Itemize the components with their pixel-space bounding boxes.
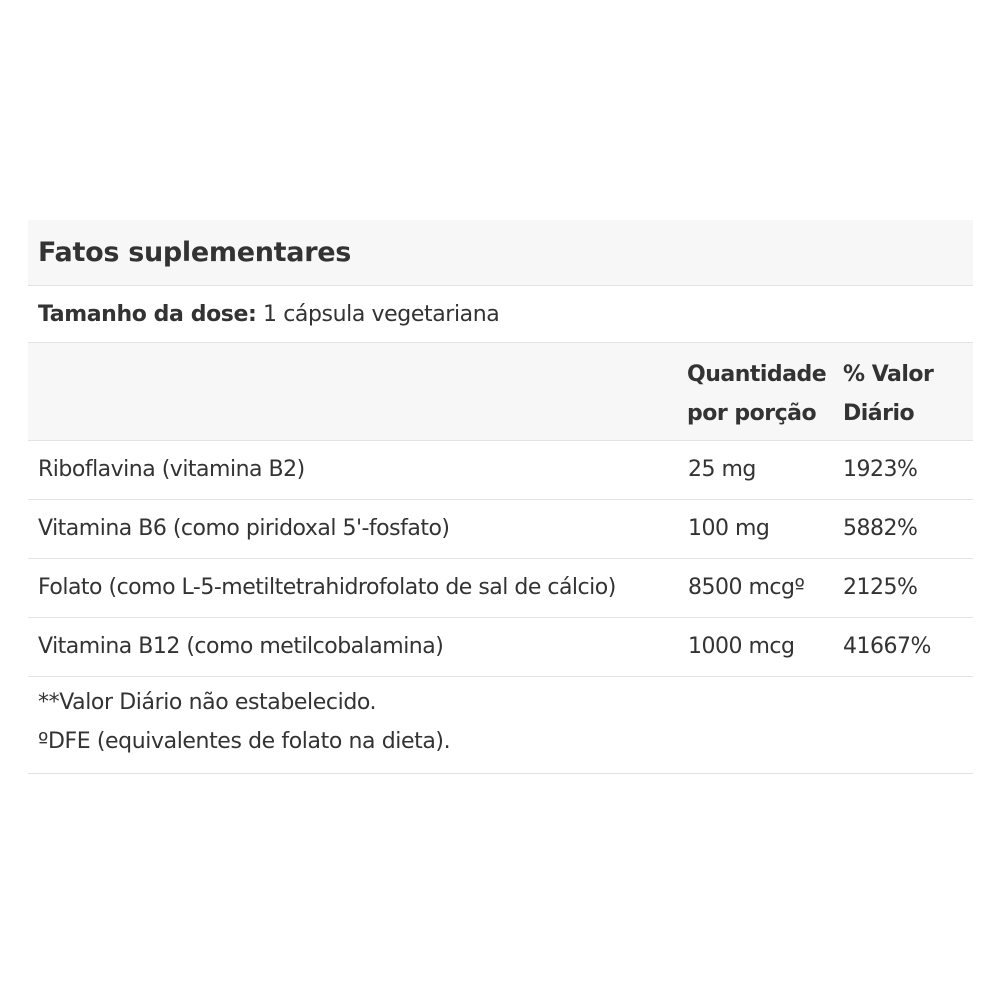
table-row: Vitamina B6 (como piridoxal 5'-fosfato) … (28, 500, 973, 559)
footnotes: **Valor Diário não estabelecido. ºDFE (e… (28, 677, 973, 774)
nutrient-name: Vitamina B12 (como metilcobalamina) (38, 634, 444, 659)
nutrient-daily-value: 1923% (843, 457, 918, 482)
nutrient-name: Riboflavina (vitamina B2) (38, 457, 305, 482)
daily-value-header: % Valor Diário (843, 362, 934, 426)
table-header-row: Quantidade por porção % Valor Diário (28, 343, 973, 441)
table-row: Folato (como L-5-metiltetrahidrofolato d… (28, 559, 973, 618)
serving-size-row: Tamanho da dose: 1 cápsula vegetariana (28, 286, 973, 343)
table-row: Riboflavina (vitamina B2) 25 mg 1923% (28, 441, 973, 500)
panel-title: Fatos suplementares (38, 237, 351, 268)
nutrient-name: Folato (como L-5-metiltetrahidrofolato d… (38, 575, 616, 600)
nutrient-daily-value: 5882% (843, 516, 918, 541)
nutrient-name: Vitamina B6 (como piridoxal 5'-fosfato) (38, 516, 450, 541)
nutrient-amount: 1000 mcg (688, 634, 795, 659)
nutrient-daily-value: 41667% (843, 634, 931, 659)
title-row: Fatos suplementares (28, 220, 973, 286)
amount-per-serving-header: Quantidade por porção (687, 362, 827, 426)
nutrient-amount: 25 mg (688, 457, 756, 482)
nutrient-amount: 100 mg (688, 516, 770, 541)
footnote-daily-value: **Valor Diário não estabelecido. (38, 690, 377, 715)
serving-size-label: Tamanho da dose: (38, 301, 257, 327)
table-row: Vitamina B12 (como metilcobalamina) 1000… (28, 618, 973, 677)
serving-size-value: 1 cápsula vegetariana (263, 301, 500, 327)
nutrient-amount: 8500 mcgº (688, 575, 805, 600)
footnote-dfe: ºDFE (equivalentes de folato na dieta). (38, 729, 451, 754)
supplement-facts-panel: Fatos suplementares Tamanho da dose: 1 c… (28, 220, 973, 774)
nutrient-daily-value: 2125% (843, 575, 918, 600)
